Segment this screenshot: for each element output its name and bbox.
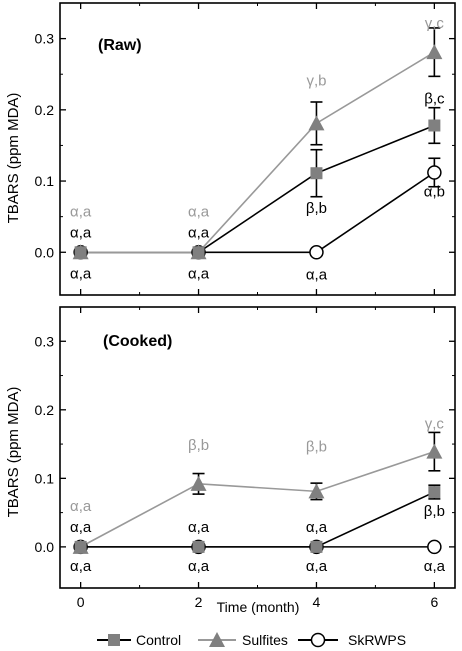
x-axis-label: Time (month) xyxy=(217,599,300,615)
x-tick-label: 0 xyxy=(77,594,85,610)
cooked-y-tick-label: 0.1 xyxy=(35,470,55,486)
cooked-sulfites-significance-label: β,b xyxy=(306,438,327,455)
x-tick-label: 2 xyxy=(195,594,203,610)
raw-skrwps-significance-label: α,a xyxy=(306,266,328,283)
raw-sulfites-significance-label: γ,c xyxy=(425,15,445,32)
raw-annotation: β,b xyxy=(306,200,327,217)
legend-item-skrwps: SkRWPS xyxy=(298,632,406,648)
cooked-sulfites-point xyxy=(308,483,325,499)
cooked-sulfites-line xyxy=(80,450,435,548)
legend-item-control: Control xyxy=(97,632,181,648)
legend-sulfites-marker xyxy=(209,632,225,647)
raw-sulfites-point xyxy=(72,244,89,260)
raw-sulfites-point xyxy=(426,44,443,60)
cooked-control-line xyxy=(80,491,435,548)
legend-skrwps-marker xyxy=(310,632,326,648)
raw-skrwps-point xyxy=(427,165,442,180)
cooked-skrwps-point xyxy=(427,539,442,555)
cooked-control-point xyxy=(310,540,323,553)
cooked-control-significance-label: α,a xyxy=(306,519,328,536)
raw-control-point xyxy=(428,119,441,132)
raw-skrwps-point xyxy=(309,245,324,260)
raw-y-axis-label: TBARS (ppm MDA) xyxy=(5,93,22,224)
legend: Control Sulfites SkRWPS xyxy=(97,632,406,648)
cooked-skrwps-significance-label: α,a xyxy=(70,558,92,575)
cooked-y-tick-label: 0.2 xyxy=(35,402,55,418)
raw-control-point xyxy=(310,167,323,180)
x-tick-label: 4 xyxy=(313,594,321,610)
cooked-y-tick-label: 0.0 xyxy=(35,539,55,555)
cooked-control-point xyxy=(192,540,205,553)
cooked-panel-title: (Cooked) xyxy=(103,333,172,350)
cooked-panel: TBARS (ppm MDA) (Cooked) 0.0 0.1 0.2 0.3 0 2 4… xyxy=(5,306,456,615)
raw-skrwps-significance-label: α,b xyxy=(424,184,445,201)
cooked-control-significance-label: β,b xyxy=(424,503,445,520)
cooked-control-significance-label: α,a xyxy=(70,519,92,536)
raw-sulfites-point xyxy=(190,244,207,260)
cooked-control-significance-label: α,a xyxy=(188,519,210,536)
raw-sulfites-point xyxy=(308,115,325,131)
cooked-skrwps-significance-label: α,a xyxy=(424,558,446,575)
x-tick-label: 6 xyxy=(430,594,438,610)
cooked-sulfites-point xyxy=(72,538,89,554)
legend-control-marker xyxy=(108,634,120,646)
cooked-y-axis-label: TBARS (ppm MDA) xyxy=(5,387,22,518)
raw-control-significance-label: α,a xyxy=(188,224,210,241)
raw-y-tick-label: 0.1 xyxy=(35,173,55,189)
raw-control-significance-label: α,a xyxy=(70,224,92,241)
raw-panel-title: (Raw) xyxy=(98,37,142,54)
cooked-sulfites-point xyxy=(426,443,443,459)
cooked-sulfites-significance-label: γ,c xyxy=(425,416,445,433)
legend-control-label: Control xyxy=(136,632,181,648)
cooked-y-tick-label: 0.3 xyxy=(35,333,55,349)
cooked-sulfites-significance-label: β,b xyxy=(188,437,209,454)
legend-skrwps-label: SkRWPS xyxy=(348,632,406,648)
raw-control-significance-label: β,c xyxy=(424,90,445,107)
cooked-skrwps-significance-label: α,a xyxy=(306,558,328,575)
raw-y-tick-label: 0.2 xyxy=(35,102,55,118)
cooked-control-point xyxy=(428,486,441,499)
raw-y-tick-label: 0.0 xyxy=(35,244,55,260)
raw-sulfites-line xyxy=(80,51,435,254)
cooked-sulfites-point xyxy=(190,475,207,491)
legend-sulfites-label: Sulfites xyxy=(242,632,288,648)
raw-skrwps-significance-label: α,a xyxy=(188,265,210,282)
cooked-sulfites-significance-label: α,a xyxy=(70,498,92,515)
raw-y-tick-label: 0.3 xyxy=(35,31,55,47)
raw-sulfites-significance-label: α,a xyxy=(188,203,210,220)
raw-sulfites-significance-label: γ,b xyxy=(306,72,326,89)
raw-skrwps-significance-label: α,a xyxy=(70,265,92,282)
legend-item-sulfites: Sulfites xyxy=(198,632,288,648)
raw-panel: TBARS (ppm MDA) (Raw) 0.0 0.1 0.2 0.3 α,a α,a… xyxy=(5,2,456,296)
cooked-skrwps-significance-label: α,a xyxy=(188,558,210,575)
raw-sulfites-significance-label: α,a xyxy=(70,203,92,220)
